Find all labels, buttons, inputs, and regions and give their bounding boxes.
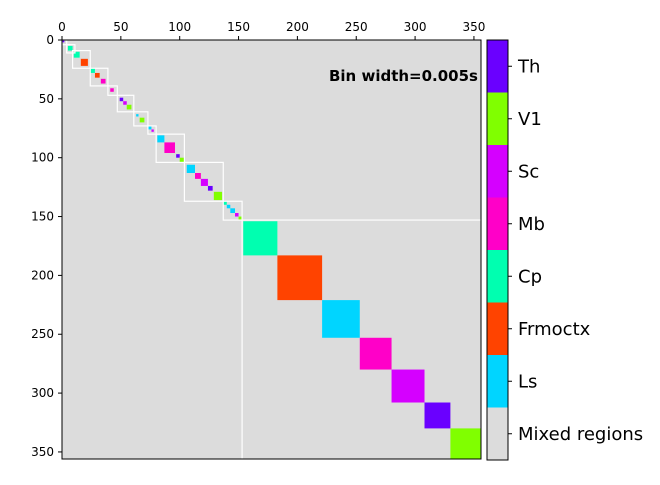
colorbar-label: Mb (518, 214, 545, 235)
colorbar-segment-frmoctx (487, 302, 508, 355)
colorbar-segment-sc (487, 145, 508, 198)
diagonal-block-mb (110, 88, 114, 92)
diagonal-block-v1 (213, 191, 223, 201)
cluster-outline (71, 49, 91, 69)
cluster-outline (89, 67, 109, 87)
diagonal-block-frmoctx (80, 58, 88, 66)
x-tick-label: 350 (462, 20, 485, 34)
diagonal-block-cp (73, 51, 80, 58)
diagonal-block-cp (243, 221, 278, 256)
cluster-outline (147, 125, 157, 135)
cluster-outline (133, 111, 149, 127)
diagonal-block-frmoctx (94, 72, 100, 78)
colorbar-label: Cp (518, 266, 542, 287)
diagonal-block-mb (359, 337, 392, 370)
diagonal-block-cp (223, 201, 227, 205)
y-tick-label: 200 (31, 268, 54, 282)
colorbar-label: Frmoctx (518, 319, 591, 340)
diagonal-block-th (119, 97, 124, 102)
y-tick-label: 250 (31, 327, 54, 341)
colorbar-segment-cp (487, 250, 508, 303)
diagonal-block-th (424, 402, 451, 429)
diagonal-block-th (62, 40, 65, 43)
colorbar-frame (486, 39, 509, 461)
diagonal-block-mb (164, 142, 175, 153)
diagonal-block-sc (391, 369, 425, 403)
x-tick-label: 0 (58, 20, 66, 34)
diagonal-block-ls (157, 135, 165, 143)
diagonal-block-v1 (126, 104, 132, 110)
diagonal-block-cp (67, 45, 73, 51)
x-tick-label: 150 (227, 20, 250, 34)
x-tick-label: 100 (168, 20, 191, 34)
colorbar-label: Th (517, 56, 540, 77)
diagonal-block-cp (90, 68, 95, 73)
diagonal-block-v1 (179, 157, 185, 163)
y-tick-label: 150 (31, 210, 54, 224)
colorbar-label: Mixed regions (518, 424, 643, 445)
y-tick-label: 100 (31, 151, 54, 165)
cluster-outline (155, 133, 186, 164)
colorbar-segment-mb (487, 197, 508, 250)
x-tick-label: 250 (345, 20, 368, 34)
diagonal-block-th (207, 185, 213, 191)
cluster-outline (66, 44, 76, 54)
plot-area (61, 39, 481, 459)
colorbar-segment-v1 (487, 92, 508, 145)
cluster-outline (116, 94, 135, 113)
diagonal-block-sc (200, 178, 208, 186)
diagonal-block-v1 (450, 428, 481, 459)
diagonal-block-ls (147, 125, 152, 130)
diagonal-block-frmoctx (277, 255, 323, 301)
diagonal-block-ls (226, 204, 231, 209)
diagonal-block-sc (235, 213, 239, 217)
colorbar-label: V1 (518, 109, 542, 130)
diagonal-block-sc (123, 101, 127, 105)
x-tick-label: 200 (286, 20, 309, 34)
plot-frame (61, 39, 482, 460)
diagonal-block-mb (100, 78, 106, 84)
diagonal-block-ls (322, 300, 360, 338)
diagonal-block-ls (136, 114, 139, 117)
y-tick-label: 50 (39, 92, 54, 106)
diagonal-block-mb (194, 172, 201, 179)
y-tick-label: 350 (31, 445, 54, 459)
colorbar-segment-ls (487, 355, 508, 408)
diagonal-block-sc (151, 129, 154, 132)
y-tick-label: 0 (46, 33, 54, 47)
colorbar-legend: Mixed regions Ls Frmoctx Cp Mb Sc V1 Th (486, 39, 643, 461)
cluster-outline (107, 85, 118, 96)
diagonal-block-v1 (139, 117, 145, 123)
diagonal-block-ls (230, 208, 236, 214)
colorbar-segment-mixed-regions (487, 407, 508, 460)
cluster-outline (222, 200, 243, 221)
colorbar-label: Sc (518, 161, 539, 182)
bin-width-annotation: Bin width=0.005s (329, 67, 478, 85)
diagonal-block-th (176, 154, 180, 158)
x-tick-label: 300 (404, 20, 427, 34)
colorbar-segment-th (487, 40, 508, 93)
diagonal-block-v1 (238, 216, 243, 221)
y-tick-label: 300 (31, 386, 54, 400)
x-tick-label: 50 (113, 20, 128, 34)
axes: 0 50 100 150 200 250 300 350 0 50 100 150 200 250 300 3… (31, 20, 485, 460)
colorbar-label: Ls (518, 371, 537, 392)
diagonal-block-ls (186, 164, 195, 173)
cluster-outline (183, 161, 224, 202)
